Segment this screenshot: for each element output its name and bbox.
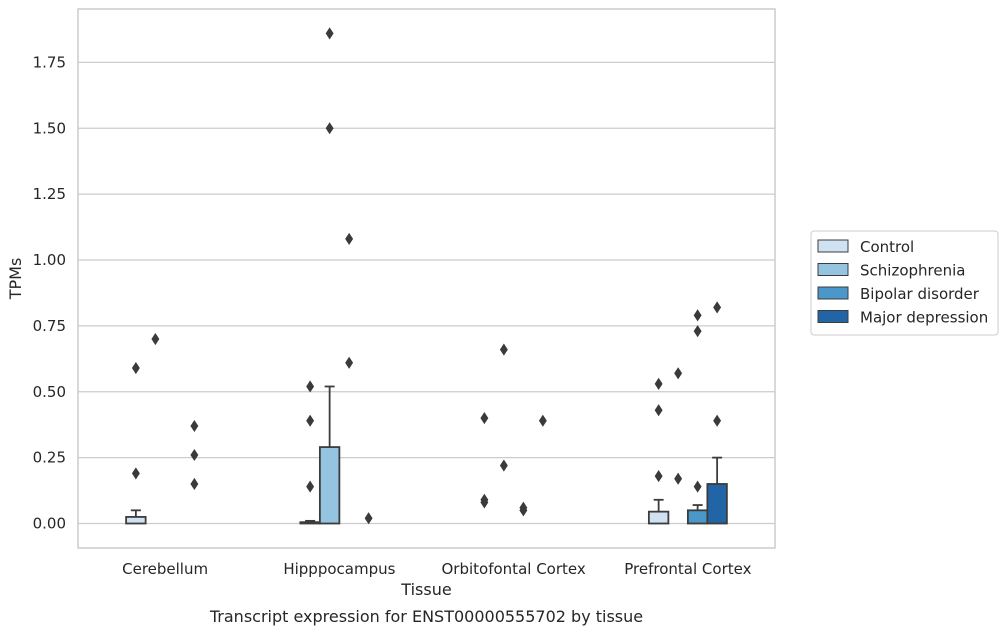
y-axis-label: TPMs [6,258,25,301]
bar [125,516,147,525]
outlier-point [674,367,683,380]
outlier-point [306,380,315,393]
legend-label: Schizophrenia [860,262,965,280]
legend-label: Control [860,238,914,256]
whiskers [130,385,723,523]
outlier-point [674,472,683,485]
outlier-point [693,480,702,493]
outlier-point [713,301,722,314]
grid [78,61,775,525]
legend-swatch [817,286,849,300]
y-tick-label: 0.25 [33,449,66,467]
outlier-point [654,470,663,483]
legend-swatch [817,310,849,323]
outlier-point [519,501,528,514]
outlier-point [345,232,354,245]
legend-label: Bipolar disorder [860,285,980,303]
outlier-point [480,493,489,506]
x-tick-label: Prefrontal Cortex [624,560,751,578]
x-tick-label: Orbitofontal Cortex [442,560,586,578]
y-tick-labels: 0.00 0.25 0.50 0.75 1.00 1.25 1.50 1.75 [33,53,66,532]
outlier-point [190,419,199,433]
x-tick-labels: Cerebellum Hipppocampus Orbitofontal Corte… [122,560,751,578]
y-tick-label: 0.00 [33,515,66,533]
legend: Control Schizophrenia Bipolar disorder Majo… [810,230,999,336]
outlier-point [499,459,508,472]
outlier-point [325,27,334,40]
y-tick-label: 1.75 [33,53,66,71]
outlier-point [499,343,508,356]
legend-swatch [817,263,849,276]
outlier-point [693,325,702,338]
outlier-point [364,512,373,525]
bar [706,483,728,525]
outlier-point [131,467,140,480]
y-tick-label: 1.50 [33,119,66,137]
y-tick-label: 1.00 [33,251,66,269]
legend-frame [810,230,999,336]
y-tick-label: 0.75 [33,317,66,335]
outlier-point [190,448,199,462]
plot-frame [77,8,776,549]
outlier-point [306,480,315,493]
outlier-point [306,414,315,427]
y-tick-label: 0.50 [33,383,66,401]
chart-caption: Transcript expression for ENST0000055570… [209,607,643,626]
x-tick-label: Hipppocampus [283,560,395,578]
bar [647,510,670,525]
legend-swatch [817,239,849,253]
legend-label: Major depression [860,309,988,327]
bar [686,509,709,525]
outlier-point [151,333,160,346]
bar [318,446,341,525]
outlier-point [345,356,354,369]
x-tick-label: Cerebellum [122,560,208,578]
outlier-point [538,414,547,427]
outlier-point [713,414,722,427]
outlier-point [654,404,663,417]
outlier-point [131,361,140,375]
x-axis-label: Tissue [400,580,451,599]
outlier-point [480,412,489,425]
y-tick-label: 1.25 [33,185,66,203]
outlier-point [190,477,199,491]
bar [299,521,321,525]
outliers [131,27,722,525]
bars [125,446,728,525]
outlier-point [654,377,663,390]
outlier-point [325,122,334,135]
outlier-point [693,309,702,322]
